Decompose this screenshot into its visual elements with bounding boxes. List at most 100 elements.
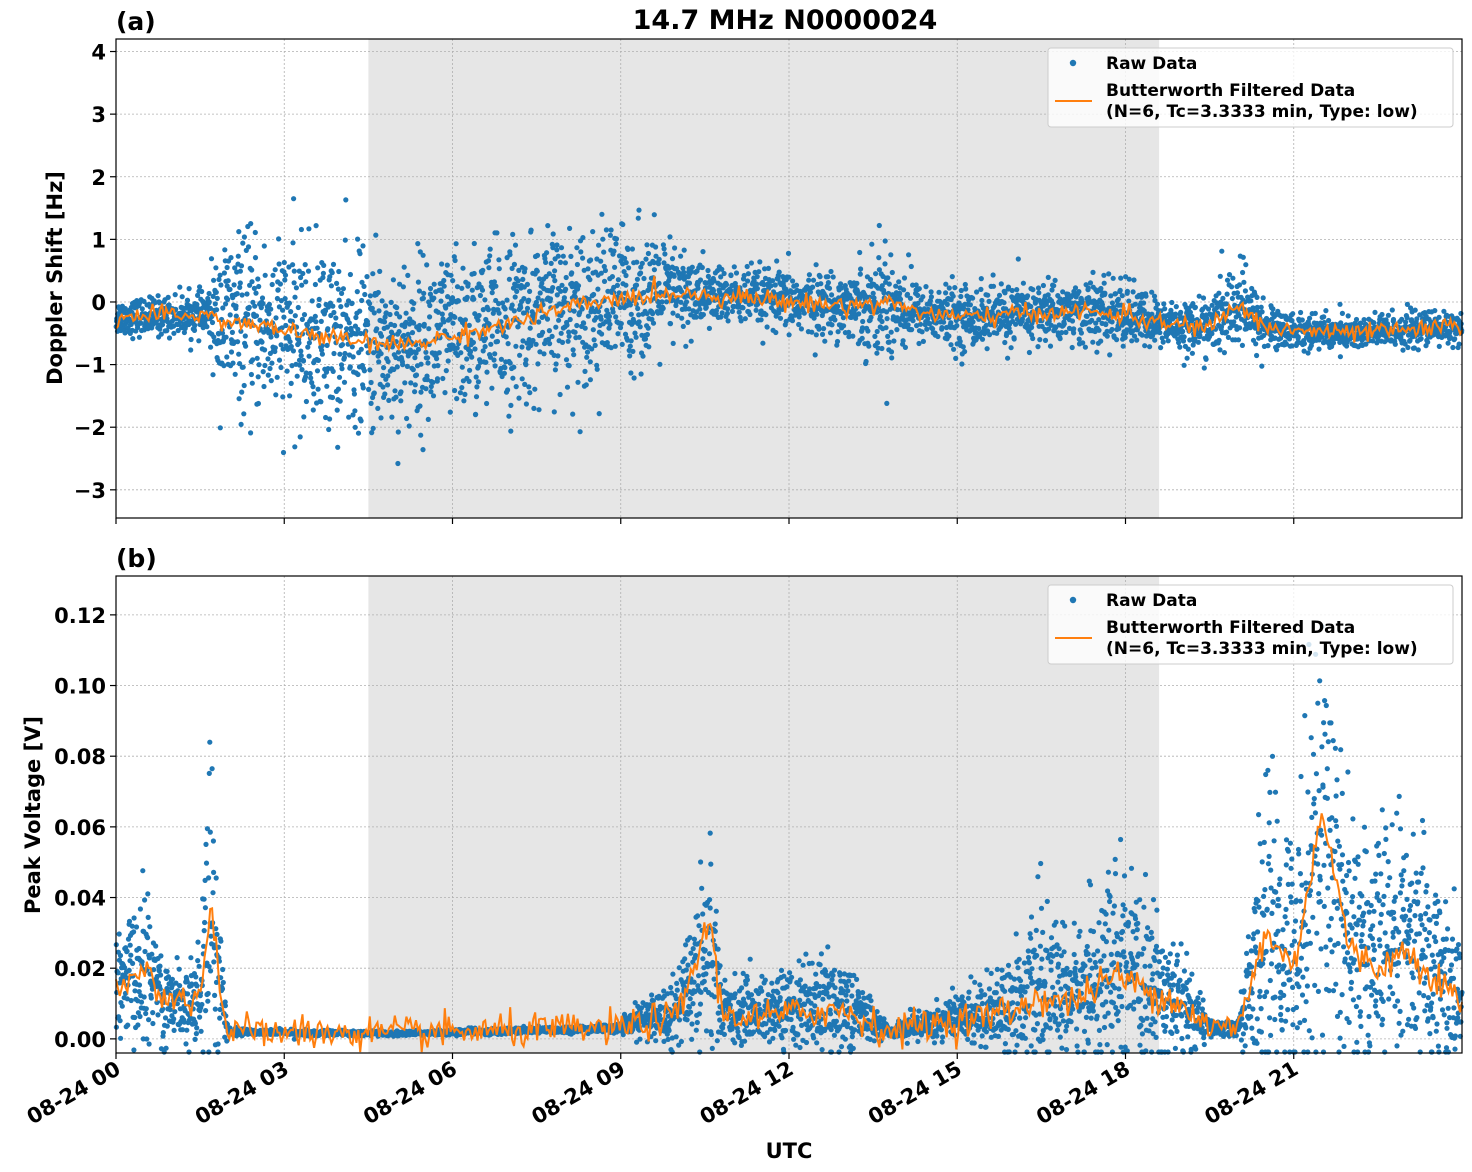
raw-data-point <box>1209 331 1215 337</box>
raw-data-point <box>486 265 492 271</box>
raw-data-point <box>1181 334 1187 340</box>
raw-data-point <box>915 292 921 298</box>
raw-data-point <box>339 290 345 296</box>
raw-data-point <box>124 948 130 954</box>
raw-data-point <box>1087 280 1094 286</box>
raw-data-point <box>191 327 198 333</box>
raw-data-point <box>854 280 860 286</box>
raw-data-point <box>632 330 638 336</box>
raw-data-point <box>986 298 992 304</box>
raw-data-point <box>248 430 254 436</box>
raw-data-point <box>510 375 516 381</box>
raw-data-point <box>544 250 550 256</box>
raw-data-point <box>539 280 545 286</box>
raw-data-point <box>496 266 502 272</box>
raw-data-point <box>496 257 502 263</box>
raw-data-point <box>758 317 764 323</box>
raw-data-point <box>566 333 572 339</box>
raw-data-point <box>700 312 707 318</box>
raw-data-point <box>1040 282 1046 289</box>
raw-data-point <box>813 262 819 268</box>
raw-data-point <box>1005 355 1011 361</box>
raw-data-point <box>488 341 494 347</box>
raw-data-point <box>939 325 945 331</box>
raw-data-point <box>459 285 465 291</box>
raw-data-point <box>536 276 543 282</box>
raw-data-point <box>133 924 140 930</box>
raw-data-point <box>1107 352 1113 358</box>
raw-data-point <box>136 945 142 952</box>
raw-data-point <box>148 995 154 1001</box>
raw-data-point <box>656 280 662 286</box>
raw-data-point <box>1248 298 1254 304</box>
raw-data-point <box>315 265 321 271</box>
raw-data-point <box>627 343 633 349</box>
raw-data-point <box>371 310 377 316</box>
raw-data-point <box>520 276 526 282</box>
raw-data-point <box>598 270 604 276</box>
raw-data-point <box>377 268 383 274</box>
raw-data-point <box>950 293 956 299</box>
raw-data-point <box>1002 339 1008 346</box>
raw-data-point <box>441 277 447 284</box>
raw-data-point <box>1120 343 1126 349</box>
raw-data-point <box>901 287 907 293</box>
raw-data-point <box>322 308 329 314</box>
raw-data-point <box>524 305 531 311</box>
raw-data-point <box>199 288 205 295</box>
raw-data-point <box>370 425 376 431</box>
raw-data-point <box>210 372 216 378</box>
raw-data-point <box>591 337 597 343</box>
raw-data-point <box>160 1030 166 1036</box>
raw-data-point <box>394 364 400 370</box>
raw-data-point <box>469 354 475 360</box>
raw-data-point <box>1231 319 1237 325</box>
raw-data-point <box>256 362 262 368</box>
raw-data-point <box>663 299 670 305</box>
raw-data-point <box>330 261 337 267</box>
raw-data-point <box>987 332 993 338</box>
raw-data-point <box>595 308 602 315</box>
raw-data-point <box>909 327 915 333</box>
raw-data-point <box>241 382 247 389</box>
raw-data-point <box>155 293 161 299</box>
raw-data-point <box>397 314 403 320</box>
raw-data-point <box>347 364 353 370</box>
raw-data-point <box>299 316 305 322</box>
raw-data-point <box>473 394 480 400</box>
raw-data-point <box>261 243 267 249</box>
raw-data-point <box>683 343 689 349</box>
raw-data-point <box>276 304 282 310</box>
raw-data-point <box>613 241 619 247</box>
raw-data-point <box>359 279 365 285</box>
raw-data-point <box>881 290 887 296</box>
raw-data-point <box>897 296 904 302</box>
raw-data-point <box>265 372 271 378</box>
raw-data-point <box>667 234 673 240</box>
raw-data-point <box>535 295 541 301</box>
raw-data-point <box>393 394 399 400</box>
raw-data-point <box>197 284 203 290</box>
raw-data-point <box>990 272 996 278</box>
raw-data-point <box>557 259 564 265</box>
raw-data-point <box>147 924 153 930</box>
raw-data-point <box>201 928 207 934</box>
raw-data-point <box>879 318 885 325</box>
raw-data-point <box>221 363 227 369</box>
raw-data-point <box>215 1049 221 1055</box>
raw-data-point <box>480 307 486 313</box>
raw-data-point <box>1339 310 1345 316</box>
raw-data-point <box>1098 285 1104 292</box>
raw-data-point <box>221 270 227 276</box>
raw-data-point <box>316 302 322 309</box>
raw-data-point <box>1185 346 1191 352</box>
raw-data-point <box>917 321 924 327</box>
raw-data-point <box>237 280 243 286</box>
raw-data-point <box>653 244 659 250</box>
raw-data-point <box>924 326 930 332</box>
raw-data-point <box>315 357 321 363</box>
raw-data-point <box>570 347 576 353</box>
raw-data-point <box>438 298 444 304</box>
raw-data-point <box>139 959 145 965</box>
y-tick-label: 4 <box>91 41 106 65</box>
